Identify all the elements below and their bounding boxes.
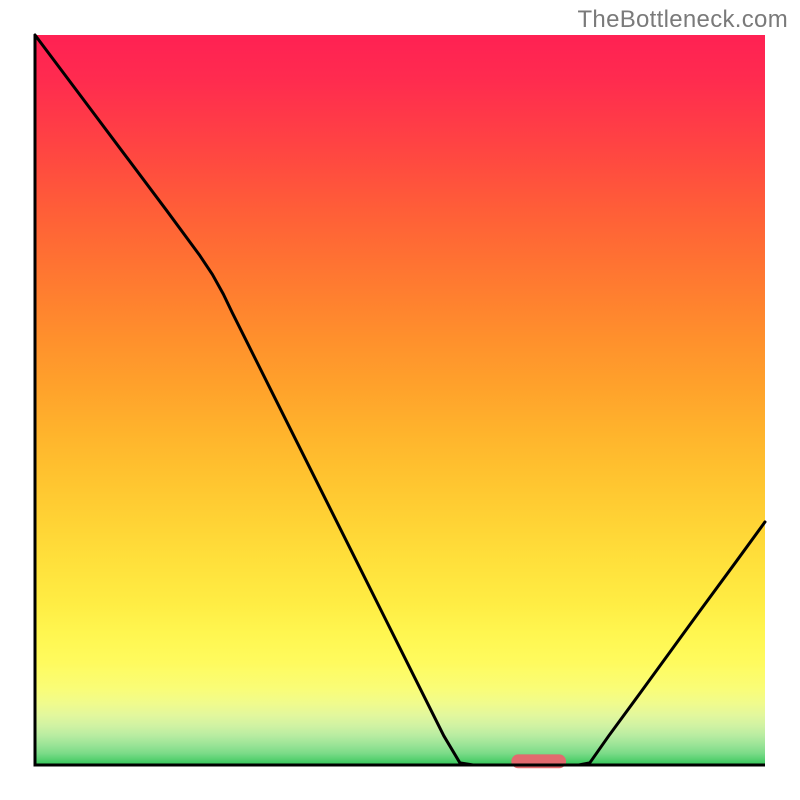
chart-canvas bbox=[0, 0, 800, 800]
plot-background bbox=[35, 35, 765, 765]
